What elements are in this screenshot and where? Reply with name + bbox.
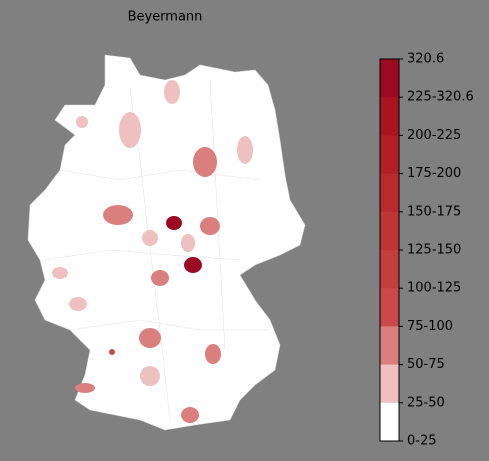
district	[237, 136, 253, 164]
district	[200, 217, 220, 235]
district	[151, 270, 169, 286]
colorbar-label: 50-75	[407, 357, 445, 372]
colorbar-segment	[380, 59, 399, 98]
district	[166, 216, 182, 230]
colorbar-label: 200-225	[407, 128, 461, 143]
district	[184, 257, 202, 273]
district-borders	[44, 79, 270, 421]
colorbar-label: 100-125	[407, 281, 461, 296]
district	[181, 407, 199, 423]
district	[119, 112, 141, 148]
country-outline	[27, 54, 306, 431]
colorbar-segment	[380, 364, 399, 404]
colorbar-label: 175-200	[407, 166, 461, 181]
colorbar-label: 225-320.6	[407, 90, 474, 105]
district	[140, 366, 160, 386]
district	[52, 267, 68, 279]
colorbar: 320.6 225-320.6 200-225 175-200 150-175 125-1…	[379, 52, 474, 449]
colorbar-segment	[380, 97, 399, 136]
district	[76, 116, 88, 128]
district	[109, 349, 115, 355]
district	[193, 147, 217, 177]
colorbar-label: 25-50	[407, 395, 445, 410]
district	[164, 80, 180, 104]
germany-map	[27, 54, 306, 431]
colorbar-segment	[380, 250, 399, 289]
colorbar-segment	[380, 288, 399, 327]
colorbar-segment	[380, 402, 399, 442]
district	[205, 344, 221, 364]
district	[142, 230, 158, 246]
district	[181, 234, 195, 252]
shaded-districts	[52, 80, 253, 423]
district	[103, 205, 133, 225]
colorbar-label: 0-25	[407, 434, 437, 449]
colorbar-segment	[380, 211, 399, 251]
map-title: Beyermann	[128, 10, 203, 25]
colorbar-label: 75-100	[407, 319, 453, 334]
district	[75, 383, 95, 393]
district	[139, 328, 161, 348]
colorbar-label: 150-175	[407, 204, 461, 219]
colorbar-label: 125-150	[407, 243, 461, 258]
colorbar-segment	[380, 173, 399, 213]
colorbar-segment	[380, 135, 399, 175]
district	[69, 297, 87, 311]
colorbar-label: 320.6	[407, 52, 444, 67]
colorbar-segment	[380, 326, 399, 366]
